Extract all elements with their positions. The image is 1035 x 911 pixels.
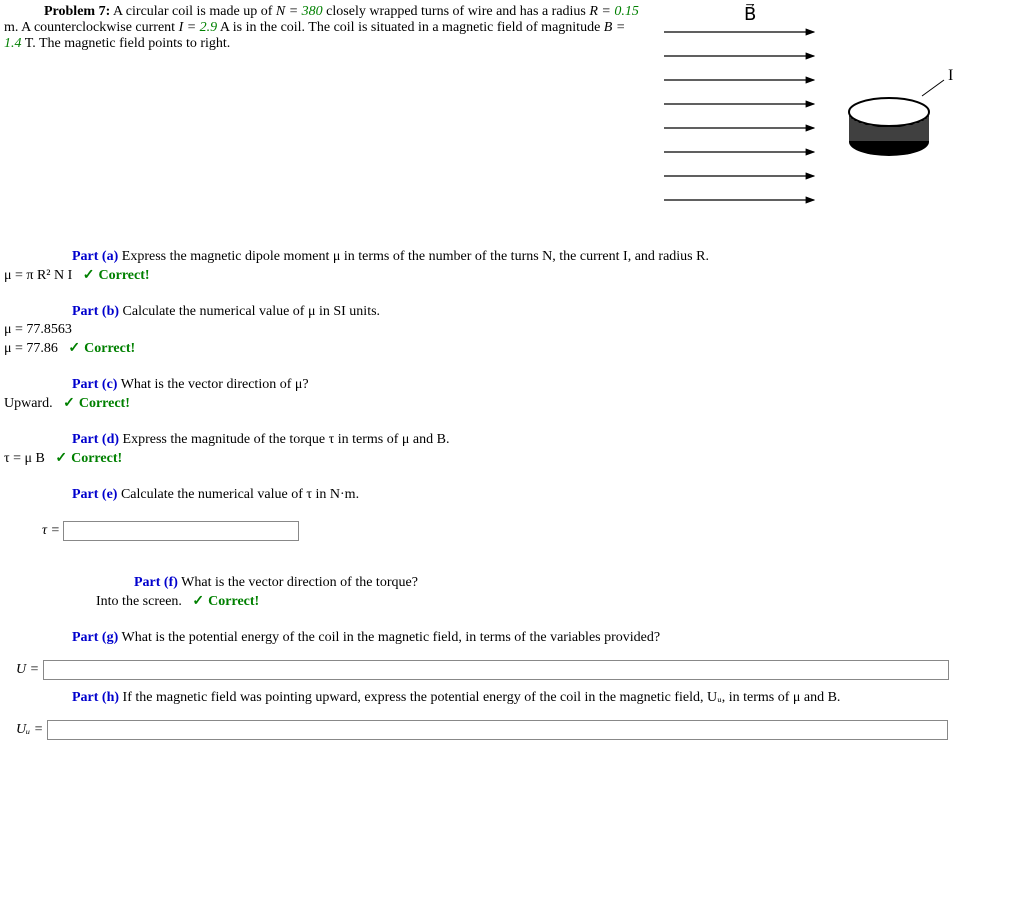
part-b-line2-row: μ = 77.86 Correct!	[4, 340, 1035, 357]
part-a-label: Part (a)	[72, 249, 118, 264]
part-b-label: Part (b)	[72, 304, 119, 319]
part-h-input-row: Uᵤ =	[16, 720, 1035, 740]
part-h-input[interactable]	[47, 720, 948, 740]
B-label: B =	[604, 20, 626, 35]
part-g: Part (g) What is the potential energy of…	[72, 630, 1035, 646]
part-g-input[interactable]	[43, 660, 949, 680]
part-d-status: Correct!	[55, 451, 122, 466]
coil	[849, 98, 929, 156]
part-f-status: Correct!	[192, 594, 259, 609]
part-b: Part (b) Calculate the numerical value o…	[72, 304, 1035, 320]
part-e-var: τ =	[42, 523, 60, 538]
B-value: 1.4	[4, 36, 22, 51]
N-value: 380	[302, 4, 323, 19]
part-d-ans: τ = μ B	[4, 451, 45, 466]
part-b-q: Calculate the numerical value of μ in SI…	[123, 304, 381, 319]
part-c: Part (c) What is the vector direction of…	[72, 377, 1035, 393]
part-g-input-row: U =	[16, 660, 1035, 680]
problem-number: Problem 7:	[44, 4, 110, 19]
part-d-q: Express the magnitude of the torque τ in…	[123, 432, 450, 447]
field-arrows	[664, 32, 814, 200]
part-e-input-row: τ =	[42, 521, 1035, 541]
part-d: Part (d) Express the magnitude of the to…	[72, 432, 1035, 448]
part-a-answer: μ = π R² N I Correct!	[4, 267, 1035, 284]
problem-text: Problem 7: A circular coil is made up of…	[4, 4, 644, 52]
part-h-var: Uᵤ =	[16, 722, 43, 737]
part-f-q: What is the vector direction of the torq…	[181, 575, 418, 590]
part-d-answer: τ = μ B Correct!	[4, 450, 1035, 467]
part-f-ans: Into the screen.	[96, 594, 182, 609]
t1: A circular coil is made up of	[113, 4, 276, 19]
diagram-I-label: I	[948, 67, 953, 84]
part-d-label: Part (d)	[72, 432, 119, 447]
part-f: Part (f) What is the vector direction of…	[134, 575, 1035, 591]
B-unit: T. The magnetic field points to right.	[22, 36, 231, 51]
part-a-ans: μ = π R² N I	[4, 268, 72, 283]
part-c-status: Correct!	[63, 396, 130, 411]
part-b-status: Correct!	[68, 341, 135, 356]
N-label: N =	[276, 4, 302, 19]
part-e-label: Part (e)	[72, 487, 117, 502]
t2: closely wrapped turns of wire and has a …	[323, 4, 590, 19]
part-e-input[interactable]	[63, 521, 299, 541]
part-g-q: What is the potential energy of the coil…	[122, 630, 661, 645]
part-g-var: U =	[16, 662, 39, 677]
part-a-status: Correct!	[83, 268, 150, 283]
part-b-line1: μ = 77.8563	[4, 322, 1035, 338]
part-f-label: Part (f)	[134, 575, 178, 590]
part-g-label: Part (g)	[72, 630, 118, 645]
R-unit: m. A counterclockwise current	[4, 20, 179, 35]
part-h: Part (h) If the magnetic field was point…	[72, 690, 1035, 706]
problem-header: Problem 7: A circular coil is made up of…	[4, 4, 1035, 229]
part-e: Part (e) Calculate the numerical value o…	[72, 487, 1035, 503]
part-c-ans: Upward.	[4, 396, 53, 411]
part-c-q: What is the vector direction of μ?	[121, 377, 309, 392]
diagram-B-label: B⃗	[744, 4, 756, 24]
part-a-q: Express the magnetic dipole moment μ in …	[122, 249, 709, 264]
part-e-q: Calculate the numerical value of τ in N·…	[121, 487, 359, 502]
part-h-label: Part (h)	[72, 690, 119, 705]
diagram: B⃗ I	[644, 4, 964, 229]
part-b-line2: μ = 77.86	[4, 341, 58, 356]
I-value: 2.9	[200, 20, 218, 35]
I-label: I =	[179, 20, 200, 35]
R-label: R =	[589, 4, 614, 19]
R-value: 0.15	[614, 4, 639, 19]
I-unit: A is in the coil. The coil is situated i…	[217, 20, 604, 35]
part-c-label: Part (c)	[72, 377, 117, 392]
part-a: Part (a) Express the magnetic dipole mom…	[72, 249, 1035, 265]
part-f-answer: Into the screen. Correct!	[96, 593, 1035, 610]
part-c-answer: Upward. Correct!	[4, 395, 1035, 412]
part-h-q: If the magnetic field was pointing upwar…	[123, 690, 841, 705]
